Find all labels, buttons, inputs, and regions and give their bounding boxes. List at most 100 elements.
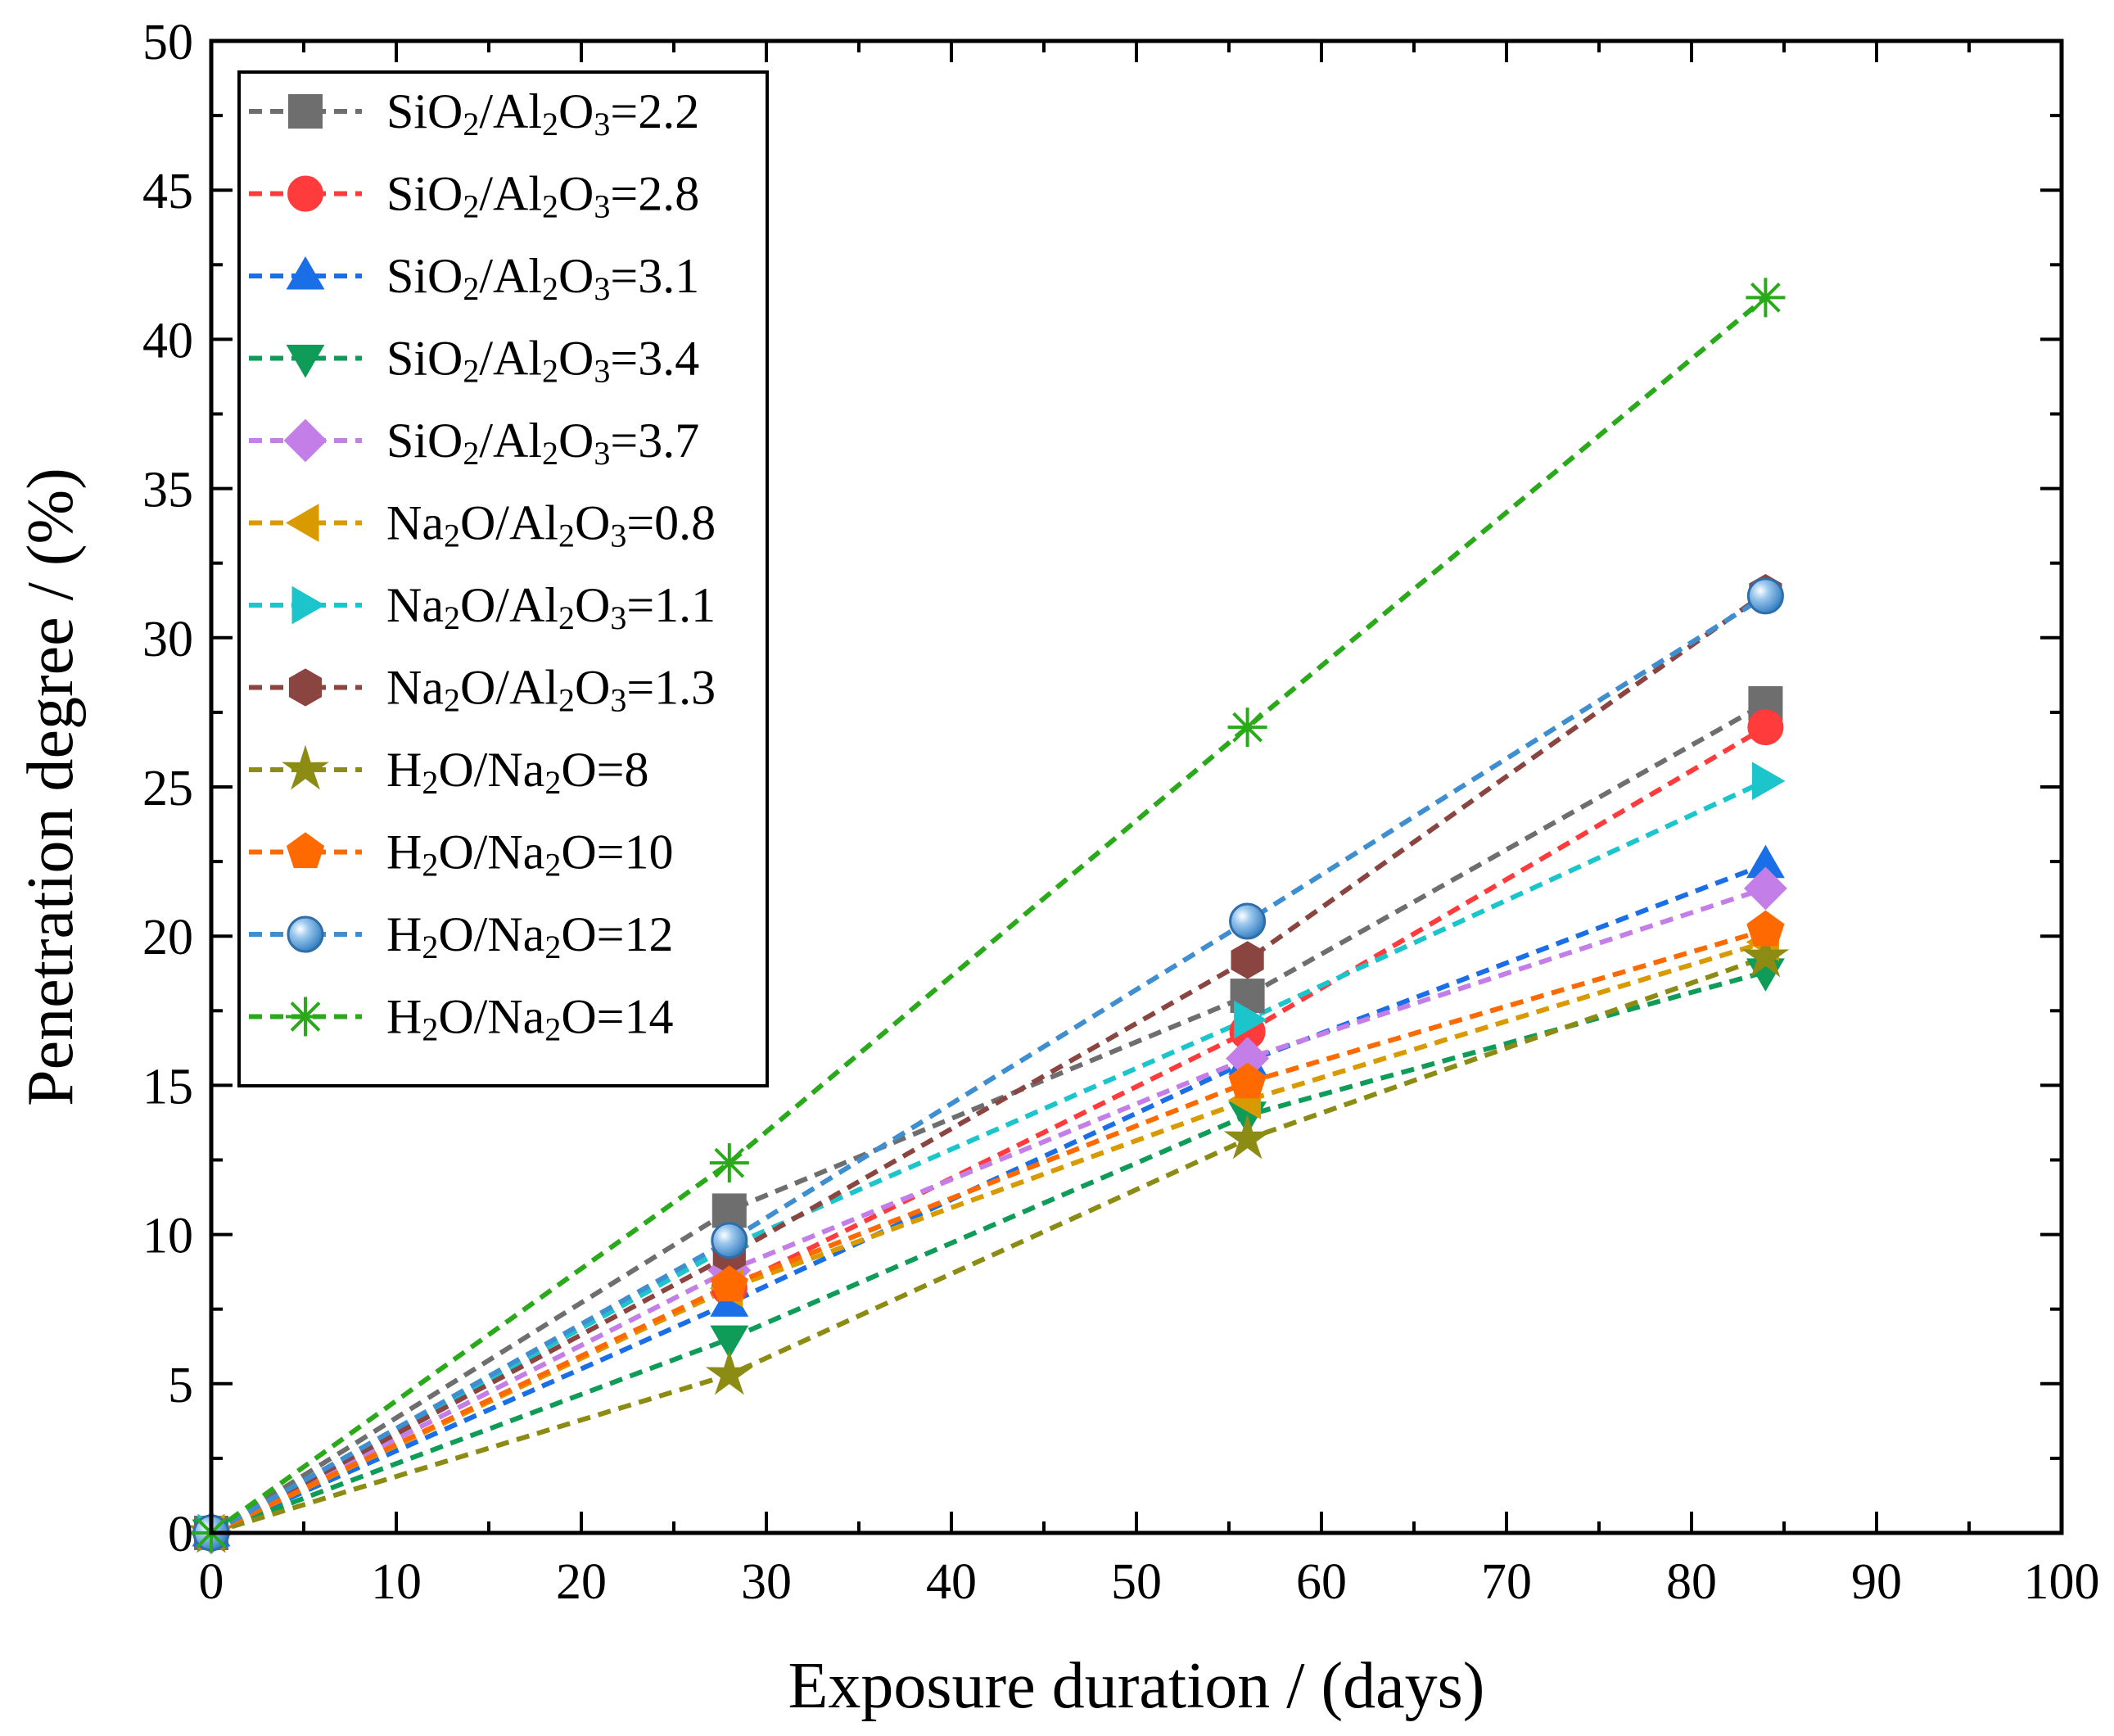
legend-marker xyxy=(283,418,327,463)
legend-label: Na2O/Al2O3=1.1 xyxy=(386,578,716,636)
legend-marker xyxy=(286,345,325,378)
series-8 xyxy=(210,590,1768,1535)
data-point xyxy=(1741,932,1790,978)
legend-label: SiO2/Al2O3=3.7 xyxy=(386,414,699,472)
y-tick-label: 40 xyxy=(142,313,193,368)
legend: SiO2/Al2O3=2.2 SiO2/Al2O3=2.8 SiO2/Al2O3=3… xyxy=(237,70,769,1087)
axis-ticks: 0 10 20 30 40 50 60 70 80 90 100 0 5 10 15 20 25 30 35 40 45… xyxy=(142,15,2100,1610)
legend-entry: Na2O/Al2O3=1.1 xyxy=(249,578,716,636)
legend-entry: SiO2/Al2O3=2.8 xyxy=(249,167,699,225)
data-point xyxy=(711,1193,747,1228)
data-point xyxy=(1228,1062,1267,1099)
series-line xyxy=(210,954,1767,1535)
y-tick-label: 25 xyxy=(142,761,193,816)
x-tick-label: 40 xyxy=(926,1554,977,1610)
data-point-stroke xyxy=(1232,712,1263,743)
legend-marker xyxy=(286,832,325,869)
series-1-points xyxy=(194,685,1783,1550)
legend-entry: SiO2/Al2O3=3.7 xyxy=(249,414,699,472)
data-point xyxy=(1747,709,1784,746)
data-point xyxy=(1231,941,1264,979)
y-axis-title: Penetration degree / (%) xyxy=(15,468,87,1106)
legend-entry: Na2O/Al2O3=0.8 xyxy=(249,496,716,554)
series-12 xyxy=(210,296,1768,1535)
series-line xyxy=(210,970,1767,1535)
legend-entry: H2O/Na2O=10 xyxy=(249,825,673,884)
data-point xyxy=(710,1265,748,1302)
legend-marker xyxy=(286,256,325,290)
legend-marker xyxy=(287,175,323,212)
y-tick-label: 50 xyxy=(142,15,193,70)
data-point xyxy=(1746,910,1785,947)
legend-label: Na2O/Al2O3=1.3 xyxy=(386,661,716,719)
legend-entry: H2O/Na2O=12 xyxy=(249,907,673,965)
series-line xyxy=(210,296,1768,1535)
series-1 xyxy=(210,701,1767,1535)
data-point xyxy=(1223,1114,1272,1160)
x-tick-label: 10 xyxy=(371,1554,422,1610)
series-line xyxy=(210,928,1767,1535)
series-line xyxy=(210,590,1768,1535)
data-point xyxy=(1227,708,1267,748)
y-tick-label: 35 xyxy=(142,463,193,518)
data-point xyxy=(1234,1000,1267,1039)
series-9 xyxy=(210,954,1767,1535)
legend-label: SiO2/Al2O3=3.4 xyxy=(386,332,699,390)
y-tick-label: 20 xyxy=(142,910,193,965)
series-7 xyxy=(210,778,1767,1535)
legend-entry: Na2O/Al2O3=1.3 xyxy=(249,661,716,719)
x-tick-label: 60 xyxy=(1296,1554,1347,1610)
legend-label: SiO2/Al2O3=2.2 xyxy=(386,84,699,142)
series-line xyxy=(210,701,1767,1535)
x-tick-label: 90 xyxy=(1851,1554,1902,1610)
series-10 xyxy=(210,928,1767,1535)
legend-marker xyxy=(288,668,323,707)
y-tick-label: 10 xyxy=(142,1209,193,1264)
x-tick-label: 50 xyxy=(1111,1554,1162,1610)
legend-marker xyxy=(288,94,323,129)
legend-marker-stroke xyxy=(290,1001,321,1032)
series-line xyxy=(210,886,1767,1535)
y-tick-label: 0 xyxy=(168,1507,193,1562)
y-tick-label: 15 xyxy=(142,1059,193,1114)
y-tick-label: 30 xyxy=(142,612,193,667)
series-5 xyxy=(210,886,1767,1535)
legend-label: SiO2/Al2O3=2.8 xyxy=(386,167,699,225)
x-tick-label: 80 xyxy=(1666,1554,1717,1610)
data-point xyxy=(1746,278,1786,318)
data-point-stroke xyxy=(1750,282,1781,313)
data-point xyxy=(1229,902,1267,940)
y-tick-label: 5 xyxy=(168,1358,193,1413)
legend-box xyxy=(237,70,769,1087)
legend-label: H2O/Na2O=8 xyxy=(386,743,648,801)
legend-label: SiO2/Al2O3=3.1 xyxy=(386,249,699,307)
data-point xyxy=(710,1325,749,1359)
data-point xyxy=(709,1143,749,1183)
series-line xyxy=(210,594,1767,1535)
data-point-stroke xyxy=(714,1147,745,1178)
x-tick-label: 30 xyxy=(741,1554,792,1610)
x-tick-label: 100 xyxy=(2024,1554,2100,1610)
x-tick-label: 70 xyxy=(1481,1554,1532,1610)
data-point xyxy=(1746,577,1784,615)
legend-label: H2O/Na2O=12 xyxy=(386,907,673,965)
data-point xyxy=(705,1349,753,1395)
legend-marker xyxy=(282,744,329,790)
legend-label: H2O/Na2O=10 xyxy=(386,825,673,884)
y-tick-label: 45 xyxy=(142,164,193,219)
legend-entry: SiO2/Al2O3=3.4 xyxy=(249,332,699,390)
series-11 xyxy=(210,594,1767,1535)
series-4 xyxy=(210,970,1767,1535)
data-point xyxy=(1751,762,1786,801)
legend-entry: SiO2/Al2O3=3.1 xyxy=(249,249,699,307)
legend-entry: H2O/Na2O=14 xyxy=(249,990,673,1048)
x-tick-label: 0 xyxy=(199,1554,224,1610)
legend-label: H2O/Na2O=14 xyxy=(386,990,673,1048)
x-tick-label: 20 xyxy=(556,1554,607,1610)
series-layer xyxy=(187,278,1790,1555)
series-line xyxy=(210,778,1767,1535)
legend-marker xyxy=(291,585,325,625)
legend-entry: H2O/Na2O=8 xyxy=(249,743,648,801)
data-point xyxy=(1743,866,1787,911)
